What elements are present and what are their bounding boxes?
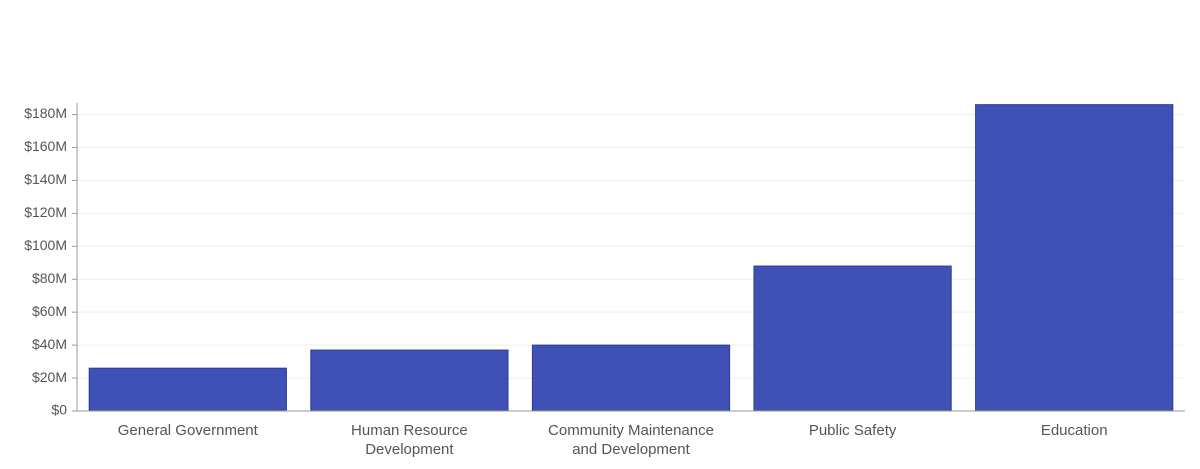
bar [531,344,731,412]
x-tick-label: Community Maintenance and Development [548,422,714,458]
bar [975,104,1174,412]
y-tick-label: $120M [24,204,67,220]
y-tick-label: $100M [24,237,67,253]
x-tick-label: Human Resource Development [351,422,468,458]
y-tick-label: $20M [32,369,67,385]
x-tick-label: Education [1040,422,1108,439]
bar [753,265,952,412]
y-tick-label: $60M [32,303,67,319]
bar [88,367,287,412]
x-tick-label: Public Safety [808,422,897,439]
y-tick-label: $0 [51,402,67,418]
y-tick-label: $40M [32,336,67,352]
x-tick-label: General Government [117,422,258,439]
y-tick-label: $140M [24,171,67,187]
bar [310,349,509,412]
y-tick-label: $80M [32,270,67,286]
y-tick-label: $160M [24,138,67,154]
y-tick-label: $180M [24,105,67,121]
